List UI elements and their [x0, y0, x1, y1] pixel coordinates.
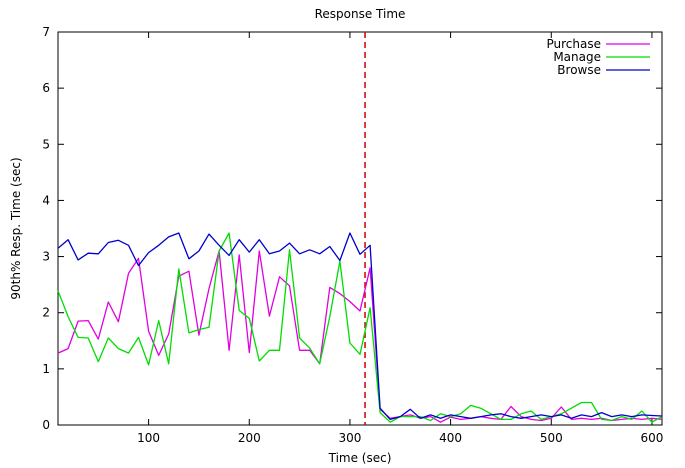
- x-tick-label: 400: [439, 431, 462, 445]
- y-tick-label: 0: [42, 418, 50, 432]
- x-tick-label: 300: [338, 431, 361, 445]
- y-tick-label: 6: [42, 81, 50, 95]
- chart-title: Response Time: [315, 7, 406, 21]
- y-tick-label: 3: [42, 250, 50, 264]
- y-tick-label: 1: [42, 362, 50, 376]
- axis-ticks: 0 1 2 3 4 5 6 7 100 200 300 400 500 600: [42, 25, 663, 445]
- x-tick-label: 200: [238, 431, 261, 445]
- legend-label-purchase: Purchase: [547, 37, 602, 51]
- y-tick-label: 5: [42, 137, 50, 151]
- y-tick-label: 7: [42, 25, 50, 39]
- y-tick-label: 2: [42, 306, 50, 320]
- series-line-purchase: [57, 250, 663, 423]
- plot-area-frame: [57, 31, 663, 426]
- legend-label-manage: Manage: [553, 50, 601, 64]
- legend-label-browse: Browse: [557, 63, 601, 77]
- y-axis-title: 90th% Resp. Time (sec): [9, 157, 23, 299]
- x-tick-label: 100: [137, 431, 160, 445]
- x-tick-label: 500: [540, 431, 563, 445]
- series-layer: [57, 232, 663, 423]
- series-line-browse: [57, 232, 663, 421]
- y-tick-label: 4: [42, 193, 50, 207]
- series-line-manage: [57, 232, 663, 423]
- x-tick-label: 600: [640, 431, 663, 445]
- x-axis-title: Time (sec): [328, 451, 392, 465]
